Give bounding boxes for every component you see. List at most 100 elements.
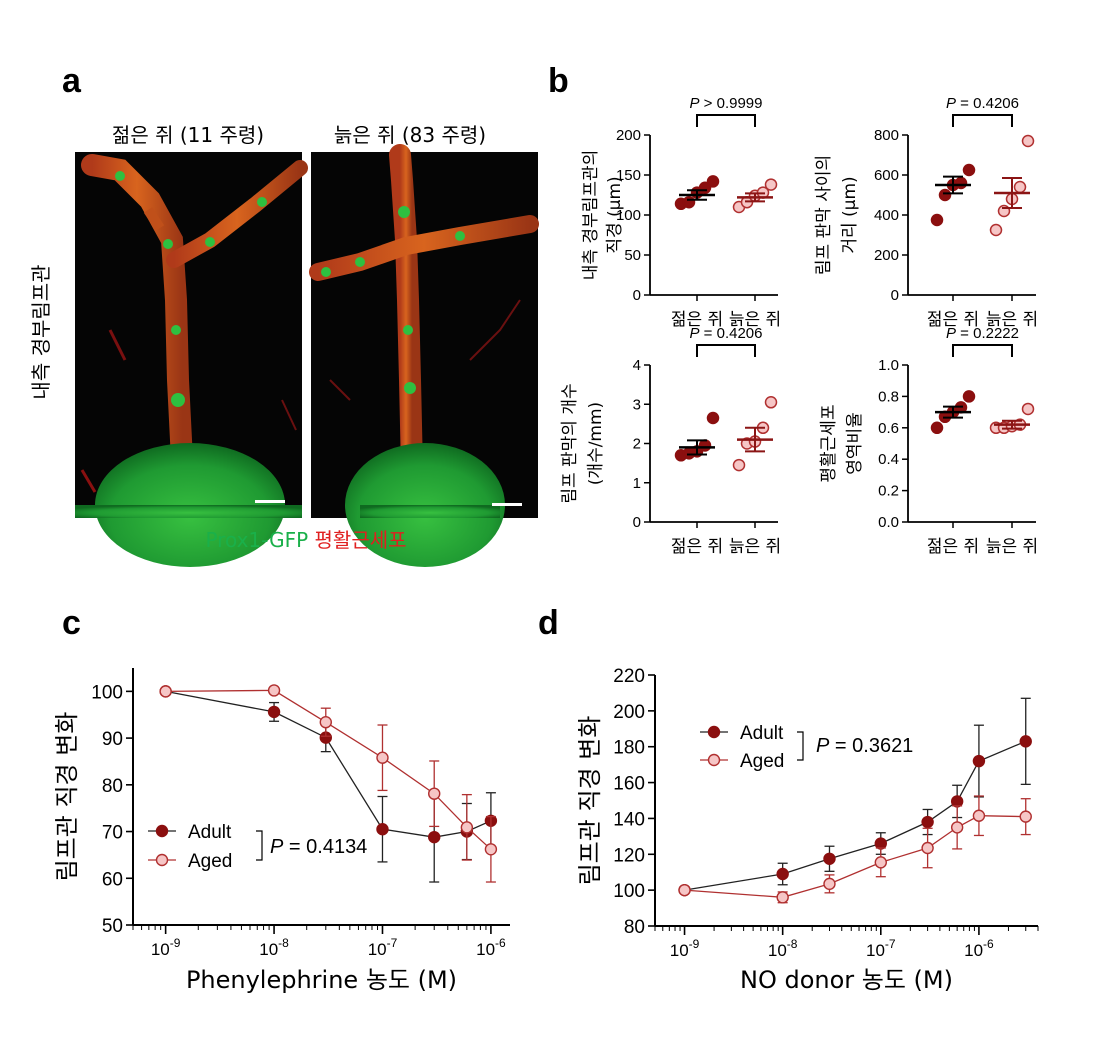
- y-tick-label: 0.6: [878, 420, 899, 437]
- image-legend: Prox1-GFP 평활근세포: [205, 528, 406, 552]
- x-tick-label: 늙은 쥐: [986, 310, 1038, 330]
- tick-exponent: -9: [170, 936, 181, 950]
- x-tick-label: 늙은 쥐: [986, 537, 1038, 557]
- p-value-label: P = 0.2222: [946, 325, 1019, 342]
- y-axis-label: 영역비율: [845, 412, 865, 475]
- p-symbol: P: [946, 95, 956, 112]
- data-point-aged: [823, 877, 836, 891]
- x-tick-label: 젊은 쥐: [671, 537, 723, 557]
- y-tick-label: 50: [102, 916, 123, 937]
- y-tick-label: 3: [633, 396, 641, 413]
- y-tick-label: 120: [613, 845, 645, 866]
- tick-base: 10: [964, 941, 983, 960]
- data-point: [682, 195, 696, 209]
- legend-marker: [707, 725, 721, 739]
- y-tick-label: 140: [613, 809, 645, 830]
- micrograph-old: [309, 144, 539, 567]
- y-axis-label: 림프 판막 사이의: [814, 155, 834, 275]
- y-axis-label: 평활근세포: [819, 404, 839, 482]
- y-tick-label: 2: [633, 436, 641, 453]
- tick-base: 10: [259, 940, 278, 959]
- data-point-aged: [319, 716, 332, 729]
- data-point: [989, 223, 1003, 237]
- series-line-adult: [165, 690, 492, 838]
- data-point: [732, 458, 746, 472]
- data-point-aged: [267, 684, 281, 697]
- chart-b3: 0 1 2 3 4 젊은 쥐 늙은 쥐 림프 판막의 개수 (개수/mm) P = 0.4206: [560, 325, 781, 557]
- y-axis-label: (개수/mm): [586, 402, 606, 485]
- y-tick-label: 0: [633, 514, 641, 531]
- data-point: [930, 421, 944, 435]
- p-symbol: P: [270, 836, 284, 858]
- tick-base: 10: [476, 940, 495, 959]
- p-value-label: P = 0.4134: [270, 836, 367, 858]
- legend-marker: [707, 753, 721, 767]
- data-point: [706, 175, 720, 188]
- y-axis-label: 직경 (μm): [605, 176, 625, 253]
- panel-label-a: a: [62, 62, 82, 100]
- chart-b4: 0.0 0.2 0.4 0.6 0.8 1.0 젊은 쥐 늙은 쥐 평활근세포 영역비율 P = 0…: [819, 325, 1038, 557]
- data-point: [1021, 402, 1035, 416]
- y-tick-label: 200: [874, 247, 899, 264]
- data-point-aged: [428, 787, 441, 800]
- y-tick-label: 90: [102, 729, 123, 750]
- x-tick-label: 10-8: [259, 936, 289, 959]
- legend-marker: [155, 824, 169, 838]
- data-point-aged: [678, 883, 691, 897]
- data-point-adult: [267, 705, 281, 719]
- x-tick-label: 늙은 쥐: [729, 537, 781, 557]
- y-tick-label: 180: [613, 738, 645, 759]
- legend-label: Aged: [740, 751, 784, 772]
- y-tick-label: 100: [616, 207, 641, 224]
- y-tick-label: 600: [874, 167, 899, 184]
- legend-label: Adult: [188, 822, 232, 843]
- x-tick-label: 10-6: [964, 937, 994, 960]
- y-tick-label: 0.8: [878, 388, 899, 405]
- y-tick-label: 0: [891, 287, 899, 304]
- p-value-label: P = 0.3621: [816, 735, 913, 757]
- chart-b1: 0 50 100 150 200 젊은 쥐 늙은 쥐 내측 경부림프관의 직경 (μm) P > …: [581, 95, 781, 330]
- data-point-adult: [921, 815, 934, 829]
- series-line-adult: [684, 740, 1026, 891]
- y-axis-label: 림프 판막의 개수: [560, 383, 580, 503]
- panel-label-c: c: [62, 604, 81, 642]
- data-point: [938, 188, 952, 202]
- tick-exponent: -8: [278, 936, 289, 950]
- y-tick-label: 800: [874, 127, 899, 144]
- p-symbol: P: [690, 95, 700, 112]
- data-point-aged: [1019, 810, 1032, 823]
- y-tick-label: 200: [616, 127, 641, 144]
- data-point-aged: [874, 856, 887, 869]
- legend-prox1-gfp: Prox1-GFP: [205, 528, 308, 552]
- data-point: [930, 213, 944, 227]
- p-symbol: P: [690, 325, 700, 342]
- p-value-label: P > 0.9999: [690, 95, 763, 112]
- chart-b2: 0 200 400 600 800 젊은 쥐 늙은 쥐 림프 판막 사이의 거리 (μm) P =…: [814, 95, 1038, 330]
- p-value-label: P = 0.4206: [946, 95, 1019, 112]
- tick-exponent: -6: [495, 936, 506, 950]
- x-axis-label: NO donor 농도 (M): [740, 966, 953, 994]
- panel-a: 젊은 쥐 (11 주령) 늙은 쥐 (83 주령) 내측 경부림프관: [29, 123, 539, 567]
- y-tick-label: 0.4: [878, 451, 899, 468]
- y-tick-label: 200: [613, 702, 645, 723]
- data-point-aged: [460, 821, 474, 834]
- series-line-aged: [684, 815, 1026, 898]
- p-value: = 0.2222: [956, 325, 1019, 342]
- data-point-adult: [376, 823, 389, 836]
- y-tick-label: 50: [624, 247, 641, 264]
- y-tick-label: 4: [633, 357, 641, 374]
- x-tick-label: 10-9: [670, 937, 700, 960]
- y-tick-label: 60: [102, 869, 123, 890]
- p-value: = 0.4206: [700, 325, 763, 342]
- y-axis-label: 내측 경부림프관의: [581, 150, 601, 281]
- data-point-aged: [376, 751, 389, 764]
- data-point-adult: [823, 852, 836, 865]
- p-symbol: P: [816, 735, 830, 757]
- data-point: [698, 439, 712, 452]
- p-value: = 0.4134: [283, 836, 367, 858]
- y-tick-label: 150: [616, 167, 641, 184]
- data-point: [764, 178, 778, 191]
- x-tick-label: 늙은 쥐: [729, 310, 781, 330]
- micrograph-young: [75, 152, 308, 567]
